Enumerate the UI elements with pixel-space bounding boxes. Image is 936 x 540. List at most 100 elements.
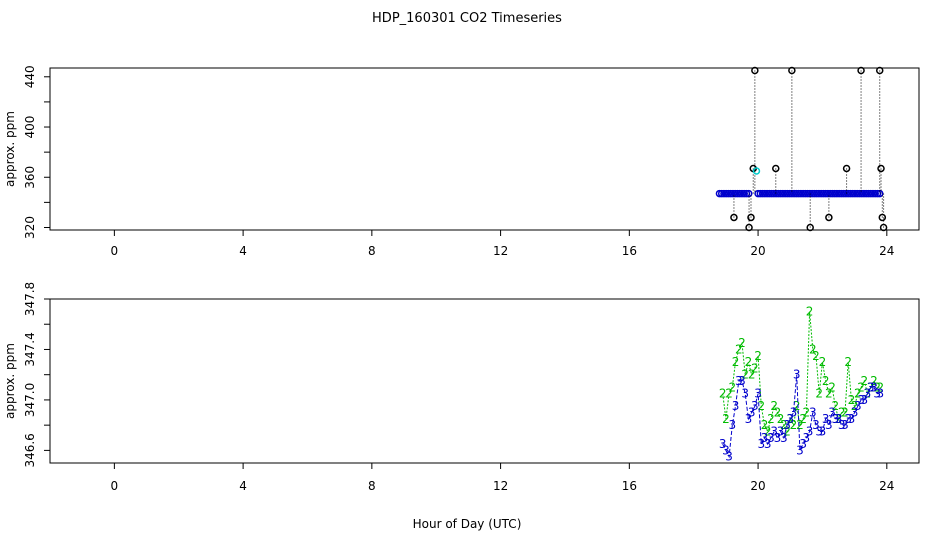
- point-1-1: [745, 223, 753, 232]
- series-1-point-4: 3: [732, 399, 740, 413]
- series-1-point-16: 3: [770, 424, 778, 438]
- panel-top: approx. ppm 0 4 8 12 16 20 24 320 360 400 440: [3, 65, 920, 258]
- series-0-point-1: 2: [722, 412, 730, 426]
- series-0-point-39: 2: [844, 355, 852, 369]
- point-1-14: [879, 223, 888, 232]
- y-axis-bottom: 346.6 347.0 347.4 347.8: [23, 282, 50, 468]
- x-tick-label-1: 4: [239, 479, 247, 493]
- point-0-21: [770, 189, 778, 198]
- x-tick-label-5: 20: [750, 479, 765, 493]
- x-tick-label-2: 8: [368, 479, 376, 493]
- point-0-50: [835, 189, 843, 198]
- y-tick-label-1: 360: [23, 166, 37, 189]
- series-1-point-9: 3: [748, 406, 756, 420]
- series-1-point-40: 3: [848, 412, 856, 426]
- point-0-19: [765, 189, 774, 198]
- series-0-point-16: 2: [770, 399, 778, 413]
- point-0-48: [830, 189, 839, 198]
- series-0-point-34: 2: [828, 380, 836, 394]
- series-1-point-0: 3: [719, 437, 727, 451]
- series-1-point-44: 3: [860, 393, 868, 407]
- series-1-point-39: 3: [844, 412, 852, 426]
- series-0-point-12: 2: [757, 399, 765, 413]
- series-1-point-2: 3: [725, 450, 733, 464]
- series-0-point-5: 2: [735, 342, 743, 356]
- series-1-point-20: 3: [783, 418, 791, 432]
- point-0-54: [844, 189, 852, 198]
- series-0-point-15: 2: [767, 412, 775, 426]
- series-1-point-11: 3: [754, 387, 762, 401]
- point-1-5: [772, 164, 780, 173]
- point-0-6: [729, 189, 737, 198]
- plot-frame-top: [49, 67, 920, 231]
- point-0-7: [731, 189, 739, 198]
- series-0-point-41: 2: [851, 399, 859, 413]
- series-line-0: [722, 311, 881, 433]
- point-0-39: [810, 189, 819, 198]
- series-0-point-33: 2: [825, 387, 833, 401]
- point-0-66: [871, 189, 879, 198]
- series-0-point-48: 2: [873, 380, 881, 394]
- series-1-point-26: 3: [803, 431, 811, 445]
- point-1-12: [877, 164, 885, 173]
- point-0-15: [756, 189, 765, 198]
- point-0-65: [869, 189, 877, 198]
- series-1-point-37: 3: [838, 418, 846, 432]
- point-0-57: [851, 189, 859, 198]
- series-1-point-46: 3: [867, 380, 875, 394]
- point-0-44: [821, 189, 830, 198]
- series-0-point-4: 2: [732, 355, 740, 369]
- series-1-point-8: 3: [745, 412, 753, 426]
- series-0-point-6: 2: [738, 336, 746, 350]
- point-0-17: [761, 189, 769, 198]
- series-0-point-22: 2: [790, 418, 798, 432]
- series-1-point-29: 3: [812, 418, 820, 432]
- series-1-point-7: 3: [741, 387, 749, 401]
- point-0-56: [848, 189, 857, 198]
- series-1-point-25: 3: [799, 437, 807, 451]
- point-0-52: [839, 189, 848, 198]
- point-0-9: [735, 189, 744, 198]
- x-tick-label-3: 12: [493, 479, 508, 493]
- point-0-34: [799, 189, 807, 198]
- point-0-55: [846, 189, 855, 198]
- chart-title: HDP_160301 CO2 Timeseries: [372, 11, 562, 26]
- series-line-1: [722, 374, 881, 459]
- series-0-point-18: 2: [777, 412, 785, 426]
- series-0-point-3: 2: [729, 380, 737, 394]
- series-0-point-11: 2: [754, 349, 762, 363]
- marks-top: [715, 66, 888, 232]
- x-tick-label-5: 20: [750, 244, 765, 258]
- series-1-point-38: 3: [841, 418, 849, 432]
- x-tick-label-6: 24: [879, 244, 894, 258]
- point-1-10: [857, 66, 865, 75]
- series-0-point-10: 2: [751, 361, 759, 375]
- point-0-3: [722, 189, 730, 198]
- x-axis-label: Hour of Day (UTC): [413, 517, 522, 531]
- point-0-32: [794, 189, 803, 198]
- point-0-58: [853, 189, 861, 198]
- point-1-6: [788, 66, 796, 75]
- series-0-point-23: 2: [793, 399, 801, 413]
- point-0-1: [717, 189, 726, 198]
- series-0-point-31: 2: [819, 355, 827, 369]
- series-1-point-19: 3: [780, 431, 788, 445]
- x-tick-label-4: 16: [622, 479, 637, 493]
- series-0-point-43: 2: [857, 380, 865, 394]
- point-0-35: [801, 189, 810, 198]
- series-0-point-24: 2: [796, 418, 804, 432]
- point-0-46: [826, 189, 834, 198]
- series-0-point-9: 2: [748, 368, 756, 382]
- point-0-10: [738, 189, 746, 198]
- series-0-point-0: 2: [719, 387, 727, 401]
- series-1-point-31: 3: [819, 424, 827, 438]
- series-1-point-24: 3: [796, 443, 804, 457]
- point-0-47: [828, 189, 837, 198]
- series-0-point-49: 2: [877, 380, 885, 394]
- series-0-point-25: 2: [799, 412, 807, 426]
- series-0-point-42: 2: [854, 387, 862, 401]
- panel-bottom: approx. ppm 0 4 8 12 16 20 24 346.6347.0347.43…: [3, 282, 920, 493]
- point-0-24: [776, 189, 785, 198]
- series-1-point-30: 3: [815, 424, 823, 438]
- y-tick-label-0: 346.6: [23, 433, 37, 467]
